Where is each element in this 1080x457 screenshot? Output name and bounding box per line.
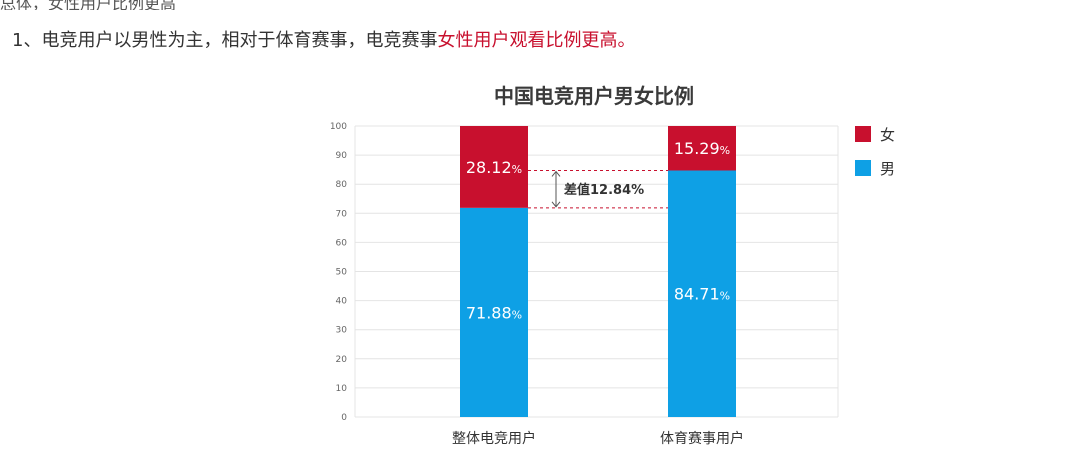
intro-text: 1、电竞用户以男性为主，相对于体育赛事，电竞赛事: [12, 30, 438, 51]
legend-swatch-female: [855, 126, 871, 142]
chart-title: 中国电竞用户男女比例: [494, 84, 694, 108]
legend-label-male: 男: [880, 159, 896, 178]
legend-item-male: 男: [855, 158, 895, 178]
data-label: 71.88%: [466, 303, 522, 322]
y-tick-label: 50: [336, 268, 348, 278]
intro-highlight: 女性用户观看比例更高。: [437, 30, 636, 51]
bar-female: [460, 126, 528, 208]
data-label: 28.12%: [466, 158, 522, 177]
annotation-arrow-up: [551, 170, 561, 177]
legend-item-female: 女: [855, 124, 895, 144]
y-tick-label: 10: [336, 384, 348, 394]
legend: 女 男: [855, 124, 895, 192]
x-tick-label: 整体电竞用户: [452, 430, 536, 447]
legend-swatch-male: [855, 160, 871, 176]
bar-male: [668, 170, 736, 417]
top-clipped-text: 总体，女性用户比例更高: [0, 0, 177, 10]
annotation-arrow-down: [551, 201, 561, 208]
annotation-label: 差值12.84%: [564, 182, 644, 198]
y-tick-label: 20: [336, 355, 348, 365]
y-tick-label: 80: [336, 180, 348, 190]
y-tick-label: 100: [330, 122, 347, 132]
y-tick-label: 60: [336, 238, 348, 248]
y-tick-label: 70: [336, 209, 348, 219]
y-tick-label: 90: [336, 151, 348, 161]
y-tick-label: 0: [341, 413, 347, 423]
bar-female: [668, 126, 736, 171]
x-tick-label: 体育赛事用户: [660, 430, 744, 447]
y-tick-label: 40: [336, 297, 348, 307]
data-label: 84.71%: [674, 285, 730, 304]
bar-male: [460, 207, 528, 417]
data-label: 15.29%: [674, 139, 730, 158]
y-tick-label: 30: [336, 326, 348, 336]
legend-label-female: 女: [880, 125, 896, 144]
intro-paragraph: 1、电竞用户以男性为主，相对于体育赛事，电竞赛事女性用户观看比例更高。: [12, 26, 1072, 52]
